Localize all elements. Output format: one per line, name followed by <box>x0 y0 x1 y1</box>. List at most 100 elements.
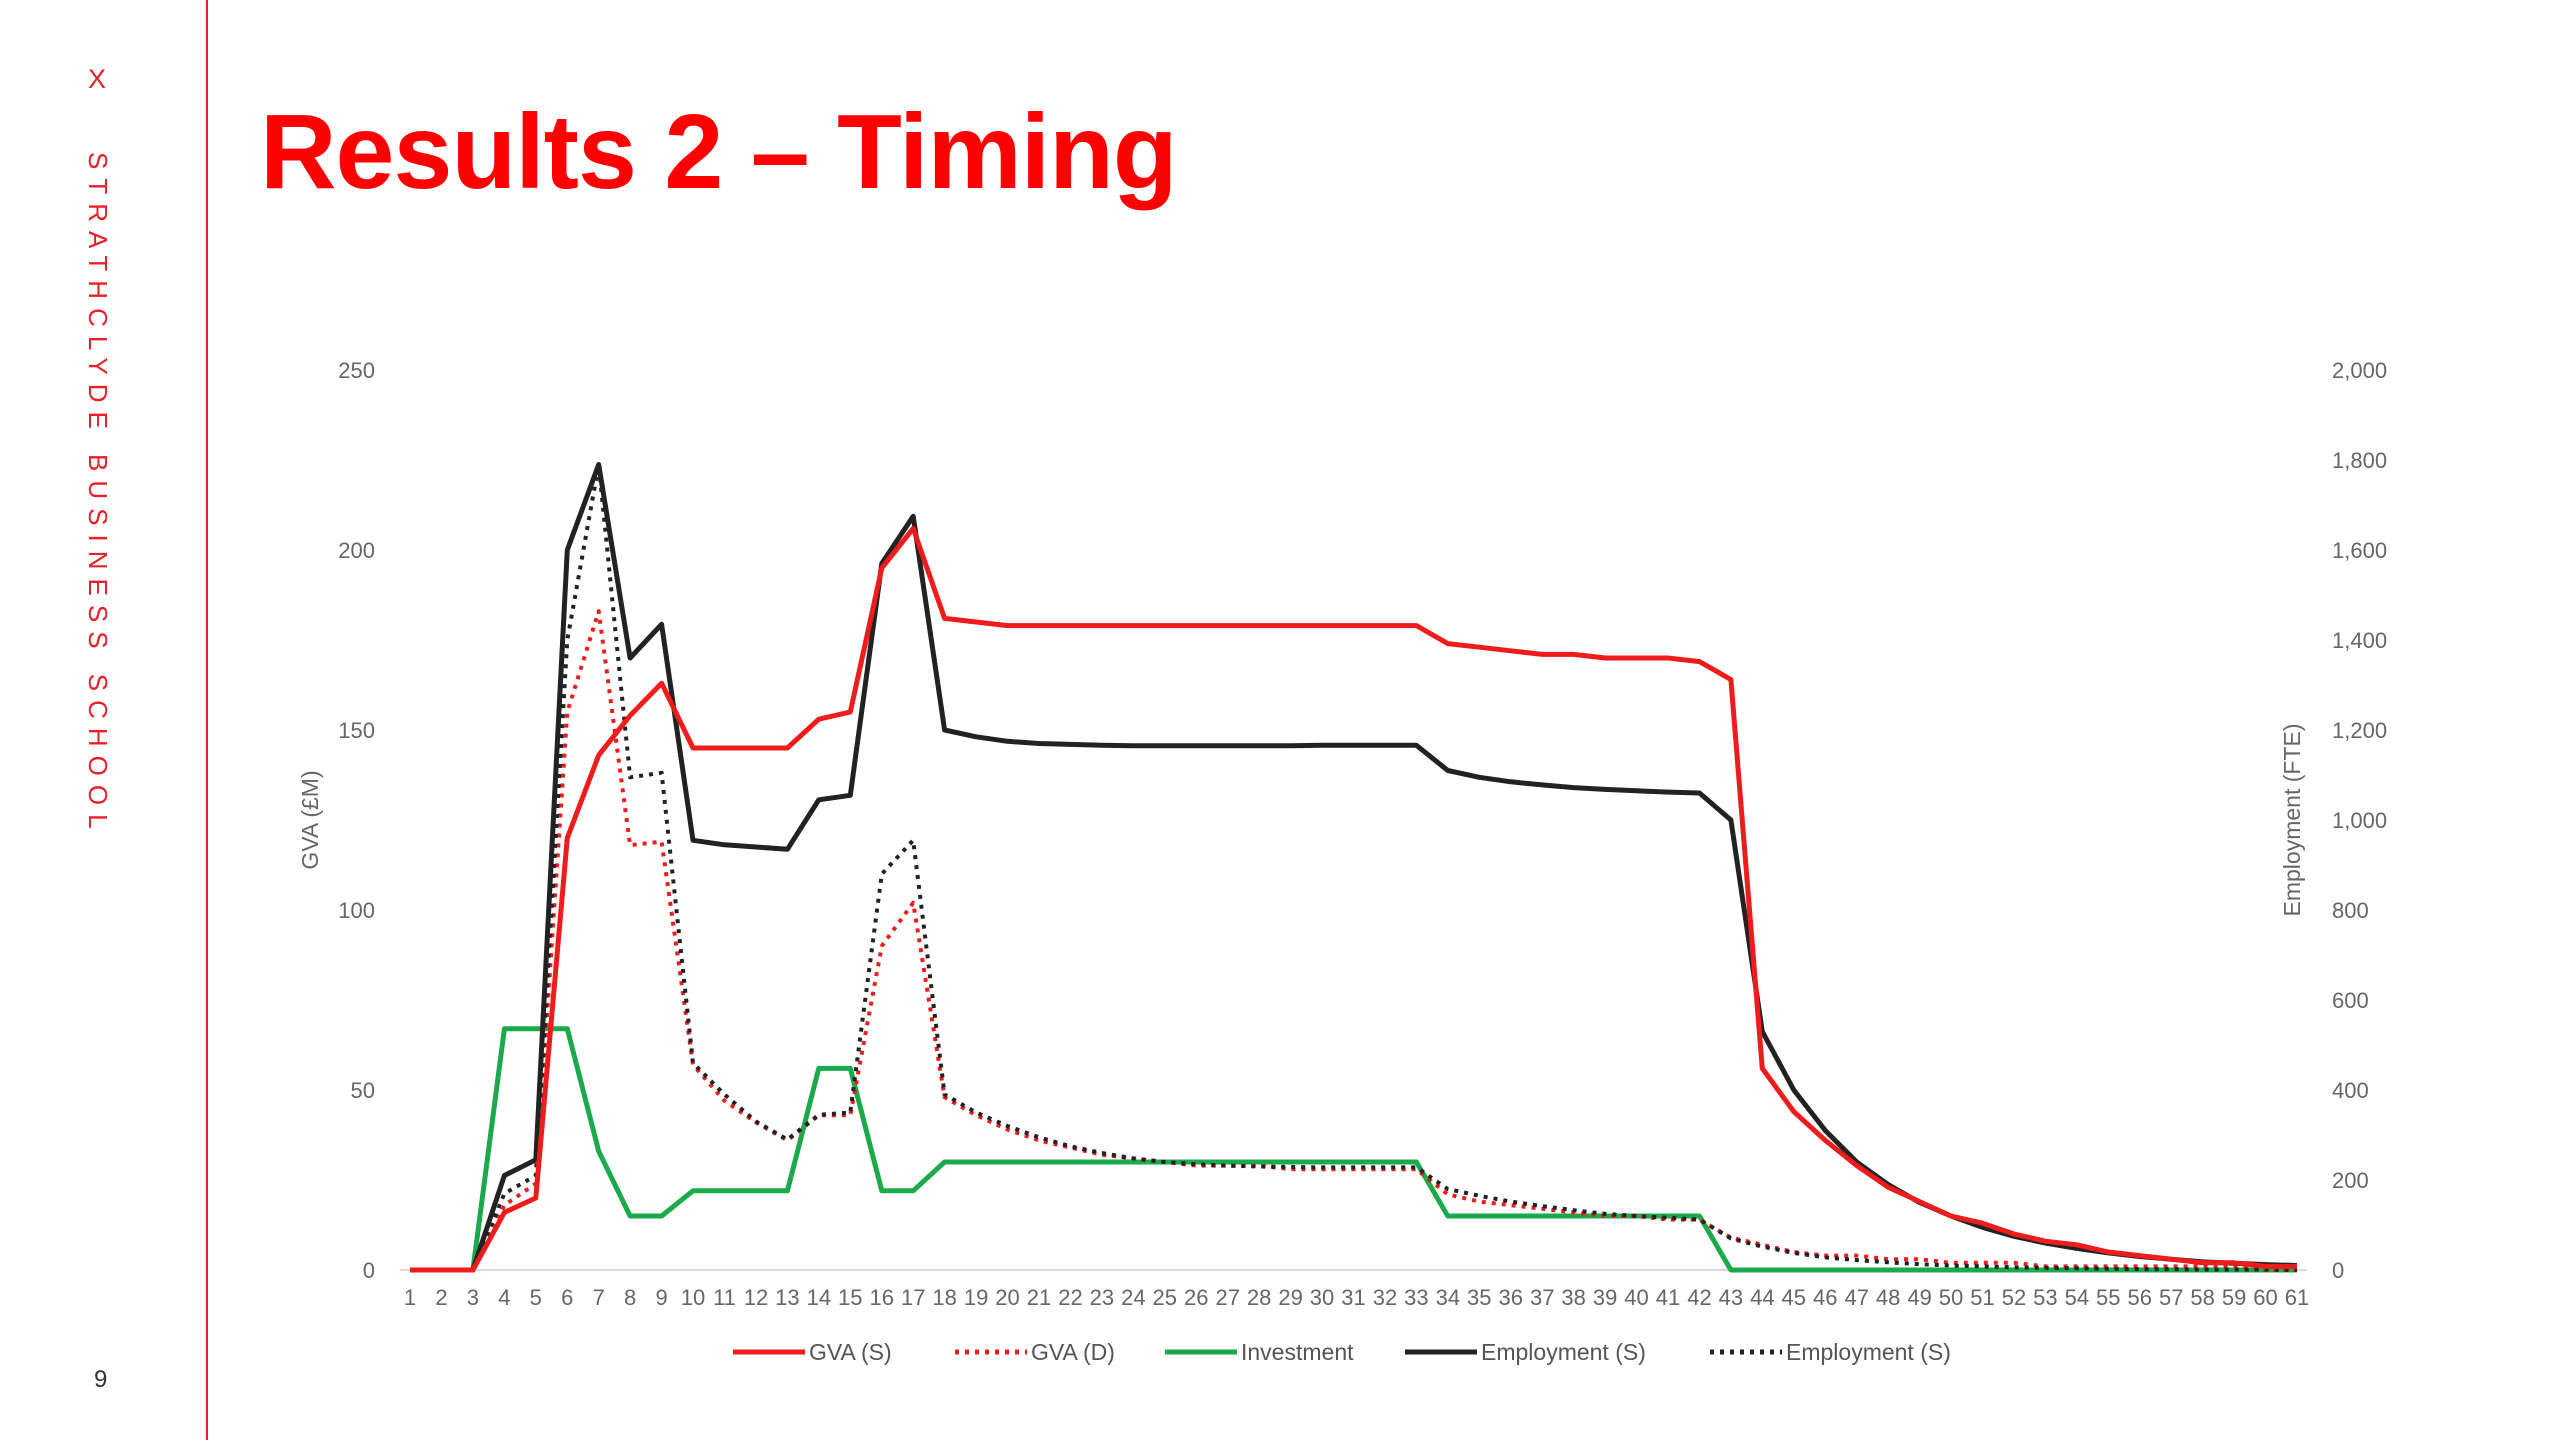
series-line-2 <box>410 1026 2297 1273</box>
page-number: 9 <box>94 1366 108 1393</box>
x-tick-label: 47 <box>1844 1285 1868 1310</box>
sidebar-divider <box>206 0 208 1440</box>
x-tick-label: 31 <box>1341 1285 1365 1310</box>
series-line-0 <box>410 525 2297 1273</box>
x-tick-label: 61 <box>2285 1285 2309 1310</box>
x-tick-label: 7 <box>593 1285 605 1310</box>
x-tick-label: 50 <box>1939 1285 1963 1310</box>
legend-label: GVA (D) <box>1031 1339 1115 1365</box>
x-tick-label: 27 <box>1215 1285 1239 1310</box>
x-tick-label: 9 <box>655 1285 667 1310</box>
x-tick-label: 23 <box>1090 1285 1114 1310</box>
x-tick-label: 33 <box>1404 1285 1428 1310</box>
x-tick-label: 54 <box>2065 1285 2089 1310</box>
x-tick-label: 49 <box>1907 1285 1931 1310</box>
legend-label: Investment <box>1241 1339 1354 1365</box>
x-tick-label: 18 <box>932 1285 956 1310</box>
x-tick-label: 16 <box>870 1285 894 1310</box>
x-tick-label: 46 <box>1813 1285 1837 1310</box>
series-lines <box>410 462 2298 1273</box>
right-tick-label: 1,200 <box>2332 718 2387 743</box>
x-tick-label: 29 <box>1278 1285 1302 1310</box>
left-tick-label: 0 <box>363 1258 375 1283</box>
x-tick-label: 8 <box>624 1285 636 1310</box>
slide-title: Results 2 – Timing <box>260 93 1178 211</box>
x-tick-label: 6 <box>561 1285 573 1310</box>
left-tick-label: 250 <box>338 358 375 383</box>
x-tick-label: 2 <box>435 1285 447 1310</box>
right-tick-label: 1,600 <box>2332 538 2387 563</box>
x-tick-label: 25 <box>1153 1285 1177 1310</box>
x-tick-label: 43 <box>1719 1285 1743 1310</box>
legend-label: GVA (S) <box>809 1339 892 1365</box>
x-tick-label: 13 <box>775 1285 799 1310</box>
x-tick-label: 58 <box>2190 1285 2214 1310</box>
x-tick-label: 34 <box>1436 1285 1460 1310</box>
x-tick-label: 26 <box>1184 1285 1208 1310</box>
legend: GVA (S) GVA (D) Investment Employment (S) Em… <box>733 1339 1951 1365</box>
x-tick-label: 11 <box>713 1285 736 1310</box>
x-tick-label: 24 <box>1121 1285 1145 1310</box>
x-axis-ticks: 1 2 3 4 5 6 7 8 9 10 11 12 13 14 15 16 17 18 19 20 21 22 23 24 2… <box>404 1285 2309 1310</box>
series-line-3 <box>410 462 2298 1273</box>
right-tick-label: 1,000 <box>2332 808 2387 833</box>
x-tick-label: 32 <box>1373 1285 1397 1310</box>
x-tick-label: 4 <box>498 1285 510 1310</box>
x-tick-label: 5 <box>530 1285 542 1310</box>
x-tick-label: 28 <box>1247 1285 1271 1310</box>
right-tick-label: 400 <box>2332 1078 2369 1103</box>
legend-label: Employment (S) <box>1481 1339 1646 1365</box>
left-tick-label: 200 <box>338 538 375 563</box>
right-tick-label: 1,400 <box>2332 628 2387 653</box>
x-tick-label: 36 <box>1499 1285 1523 1310</box>
x-tick-label: 35 <box>1467 1285 1491 1310</box>
brand-mark: X <box>88 64 107 94</box>
x-tick-label: 42 <box>1687 1285 1711 1310</box>
right-tick-label: 800 <box>2332 898 2369 923</box>
x-tick-label: 48 <box>1876 1285 1900 1310</box>
x-tick-label: 40 <box>1624 1285 1648 1310</box>
x-tick-label: 22 <box>1058 1285 1082 1310</box>
x-tick-label: 20 <box>995 1285 1019 1310</box>
x-tick-label: 45 <box>1782 1285 1806 1310</box>
x-tick-label: 51 <box>1970 1285 1994 1310</box>
right-tick-label: 2,000 <box>2332 358 2387 383</box>
x-tick-label: 17 <box>901 1285 925 1310</box>
x-tick-label: 30 <box>1310 1285 1334 1310</box>
x-tick-label: 41 <box>1656 1285 1680 1310</box>
right-tick-label: 600 <box>2332 988 2369 1013</box>
x-tick-label: 44 <box>1750 1285 1774 1310</box>
x-tick-label: 56 <box>2128 1285 2152 1310</box>
right-tick-label: 0 <box>2332 1258 2344 1283</box>
left-axis-ticks: 0 50 100 150 200 250 <box>338 358 375 1283</box>
x-tick-label: 55 <box>2096 1285 2120 1310</box>
x-tick-label: 14 <box>807 1285 831 1310</box>
x-tick-label: 52 <box>2002 1285 2026 1310</box>
x-tick-label: 38 <box>1561 1285 1585 1310</box>
x-tick-label: 39 <box>1593 1285 1617 1310</box>
right-axis-label: Employment (FTE) <box>2279 724 2305 917</box>
x-tick-label: 10 <box>681 1285 705 1310</box>
series-line-1 <box>410 609 2297 1272</box>
x-tick-label: 60 <box>2253 1285 2277 1310</box>
x-tick-label: 1 <box>404 1285 416 1310</box>
right-tick-label: 200 <box>2332 1168 2369 1193</box>
brand-name-vertical: STRATHCLYDE BUSINESS SCHOOL <box>83 152 113 838</box>
x-tick-label: 59 <box>2222 1285 2246 1310</box>
x-tick-label: 3 <box>467 1285 479 1310</box>
right-tick-label: 1,800 <box>2332 448 2387 473</box>
left-tick-label: 150 <box>338 718 375 743</box>
x-tick-label: 53 <box>2033 1285 2057 1310</box>
x-tick-label: 57 <box>2159 1285 2183 1310</box>
x-tick-label: 12 <box>744 1285 768 1310</box>
x-tick-label: 19 <box>964 1285 988 1310</box>
left-tick-label: 50 <box>351 1078 375 1103</box>
left-tick-label: 100 <box>338 898 375 923</box>
right-axis-ticks: 0 200 400 600 800 1,000 1,200 1,400 1,600 1,800 2,… <box>2332 358 2387 1283</box>
series-line-4 <box>410 462 2298 1272</box>
x-tick-label: 21 <box>1027 1285 1051 1310</box>
left-axis-label: GVA (£M) <box>297 770 323 869</box>
x-tick-label: 15 <box>838 1285 862 1310</box>
legend-label: Employment (S) <box>1786 1339 1951 1365</box>
